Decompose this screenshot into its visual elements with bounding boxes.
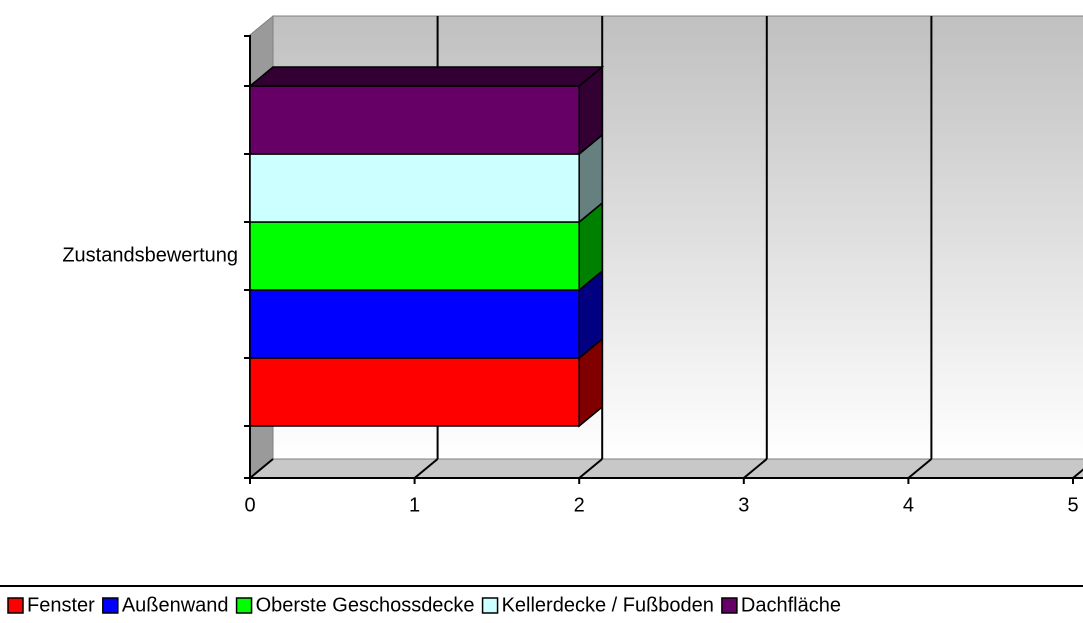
legend-swatch xyxy=(481,597,499,614)
floor-grid-line xyxy=(743,458,768,479)
floor-grid-line xyxy=(907,458,933,479)
bar-group xyxy=(249,269,603,360)
bar xyxy=(249,357,580,427)
legend-label: Außenwand xyxy=(122,594,229,616)
legend-label: Fenster xyxy=(27,594,95,616)
x-tick-label: 0 xyxy=(244,494,255,516)
legend-box xyxy=(0,585,1083,623)
legend-label: Dachfläche xyxy=(741,594,841,616)
floor-grid-line xyxy=(578,458,603,479)
bar xyxy=(249,221,580,291)
x-tick-label: 5 xyxy=(1067,494,1078,516)
floor-grid-line xyxy=(413,458,439,479)
x-tick-label: 4 xyxy=(903,494,914,516)
bar xyxy=(249,289,580,359)
legend-swatch xyxy=(7,597,24,614)
floor-grid-line xyxy=(1072,468,1083,479)
bar-group xyxy=(249,133,603,224)
x-tick-label: 1 xyxy=(409,494,420,516)
bar-group xyxy=(249,337,603,428)
legend-label: Kellerdecke / Fußboden xyxy=(502,594,714,616)
bar-group xyxy=(249,201,603,292)
x-tick-label: 3 xyxy=(738,494,749,516)
bar xyxy=(249,85,580,155)
legend-swatch xyxy=(102,597,119,614)
legend-label: Oberste Geschossdecke xyxy=(256,594,475,616)
floor xyxy=(248,458,1083,479)
bar-top xyxy=(247,66,605,87)
bar xyxy=(249,153,580,223)
y-tick-label: Zustandsbewertung xyxy=(62,244,238,266)
floor-grid-line xyxy=(249,458,274,479)
bar-group xyxy=(247,65,605,156)
legend-swatch xyxy=(235,597,253,614)
legend-swatch xyxy=(721,597,738,614)
x-tick-label: 2 xyxy=(574,494,585,516)
